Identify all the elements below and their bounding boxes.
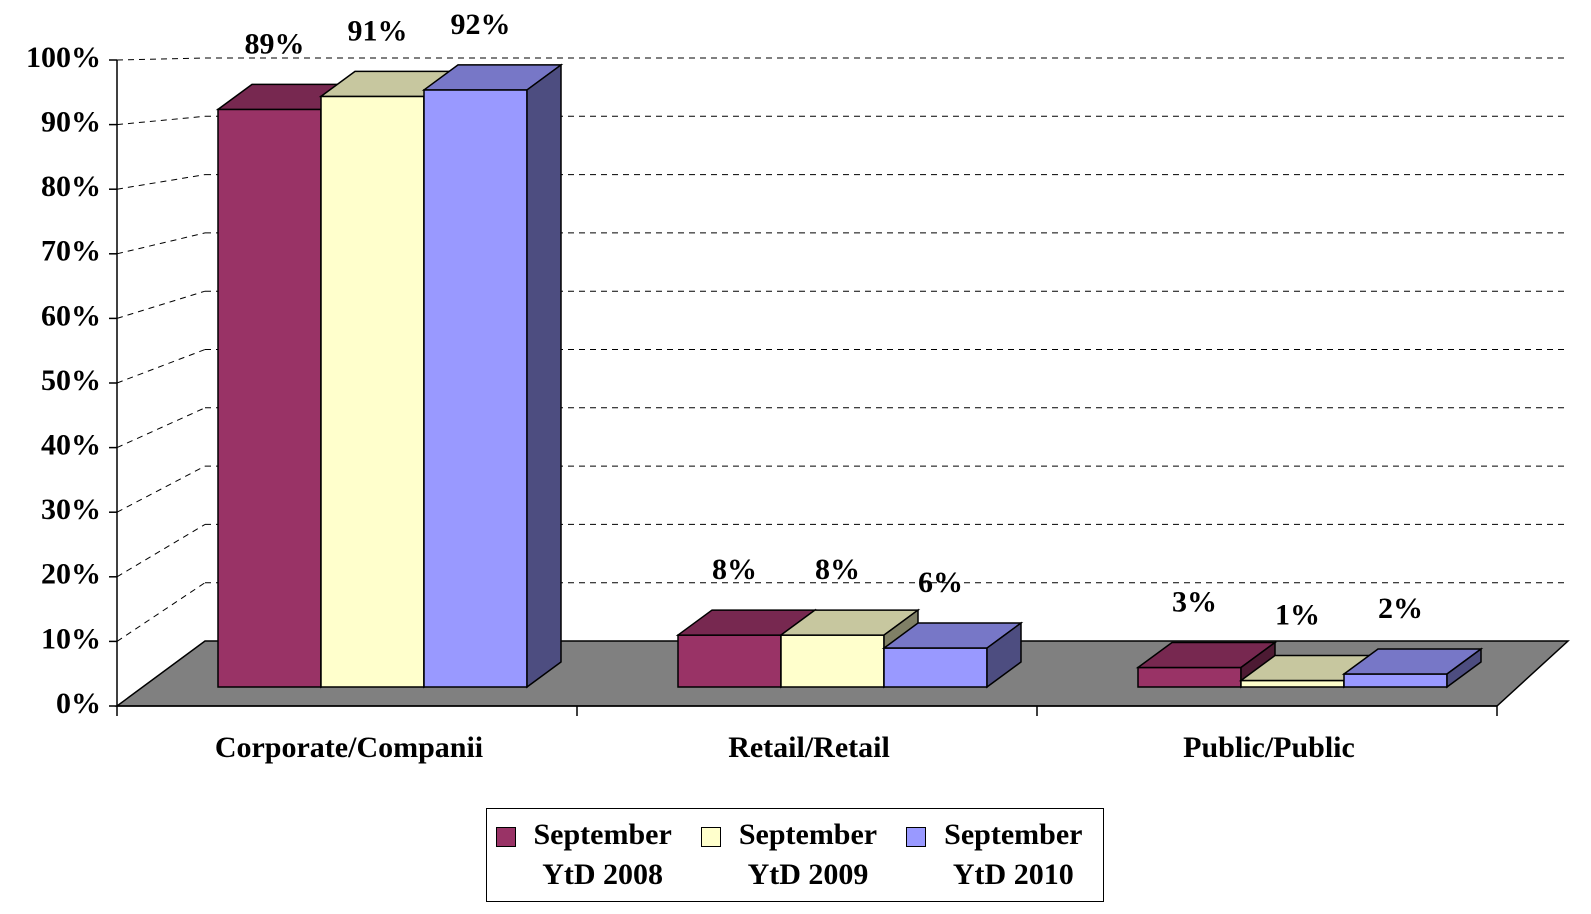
y-tick-label: 50%: [41, 364, 101, 397]
side-grid-line: [116, 523, 206, 578]
bar-front: [1240, 679, 1345, 688]
value-label: 3%: [1172, 585, 1217, 618]
side-grid-line: [116, 290, 206, 319]
x-tick-label: Corporate/Companii: [215, 731, 483, 764]
legend-label: September YtD 2008: [533, 818, 672, 891]
value-label: 8%: [712, 553, 757, 586]
side-grid-line: [116, 407, 206, 449]
y-tick-label: 100%: [26, 41, 101, 74]
y-tick-label: 80%: [41, 170, 101, 203]
y-tick-label: 90%: [41, 105, 101, 138]
value-label: 91%: [348, 14, 408, 47]
side-grid-line: [116, 465, 206, 513]
y-tick-label: 20%: [41, 558, 101, 591]
y-tick-label: 0%: [56, 687, 101, 720]
side-grid-line: [116, 115, 206, 126]
bar-front: [780, 634, 885, 688]
y-tick-label: 60%: [41, 299, 101, 332]
y-tick-label: 10%: [41, 622, 101, 655]
legend-marker: [700, 827, 721, 847]
side-grid-line: [116, 174, 206, 190]
legend: September YtD 2008 September YtD 2009 Sept…: [486, 808, 1104, 902]
legend-item: September YtD 2008: [495, 815, 684, 895]
value-label: 1%: [1275, 598, 1320, 631]
side-grid-line: [116, 232, 206, 255]
bar-side: [1446, 647, 1482, 689]
value-label: 89%: [245, 27, 305, 60]
legend-item: September YtD 2009: [700, 815, 889, 895]
bar-side: [986, 621, 1022, 689]
value-label: 2%: [1378, 592, 1423, 625]
bar-front: [1343, 673, 1448, 688]
legend-marker: [906, 827, 927, 847]
y-tick-label: 30%: [41, 493, 101, 526]
bar-front: [217, 108, 322, 688]
bar-front: [1137, 666, 1242, 688]
y-tick-label: 70%: [41, 235, 101, 268]
side-grid-line: [116, 582, 206, 642]
x-tick-label: Retail/Retail: [728, 731, 890, 764]
y-tick-label: 40%: [41, 428, 101, 461]
legend-label: September YtD 2010: [944, 818, 1083, 891]
legend-item: September YtD 2010: [906, 815, 1094, 895]
value-label: 6%: [918, 566, 963, 599]
bar-side: [526, 63, 562, 689]
value-label: 8%: [815, 553, 860, 586]
bar-front: [320, 95, 425, 688]
bar-front: [883, 647, 988, 688]
bar-front: [677, 634, 782, 688]
side-grid-line: [116, 57, 206, 61]
legend-marker: [495, 827, 516, 847]
legend-label: September YtD 2009: [738, 818, 878, 891]
x-tick-label: Public/Public: [1183, 731, 1355, 764]
value-label: 92%: [451, 8, 511, 41]
bar-front: [423, 89, 528, 688]
side-grid-line: [116, 349, 206, 384]
